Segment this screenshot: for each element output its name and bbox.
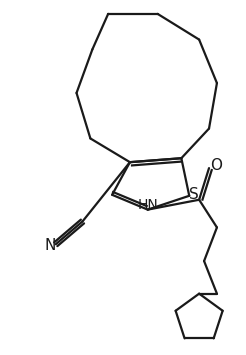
Text: S: S xyxy=(189,187,199,202)
Text: O: O xyxy=(210,158,222,173)
Text: HN: HN xyxy=(137,198,158,212)
Text: N: N xyxy=(44,238,56,253)
